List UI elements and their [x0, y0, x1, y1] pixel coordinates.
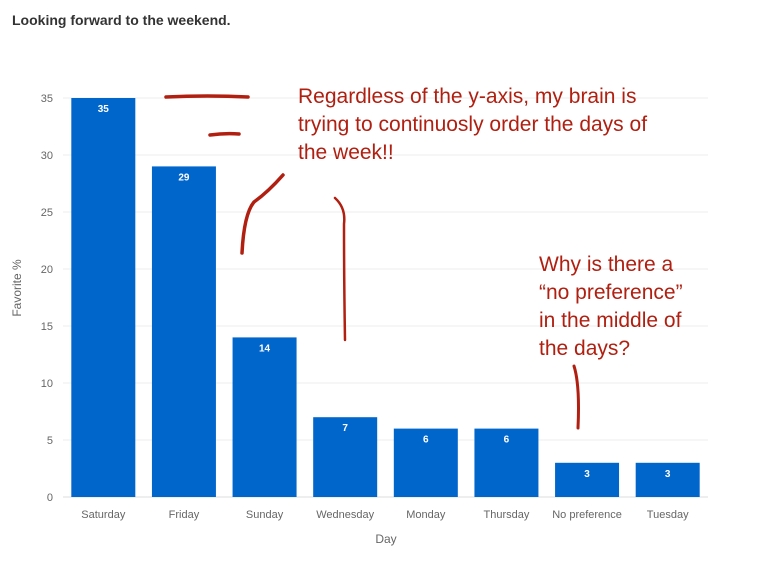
bar: [71, 98, 136, 497]
chart-title: Looking forward to the weekend.: [12, 12, 231, 28]
y-tick-label: 25: [41, 207, 53, 219]
y-axis-label: Favorite %: [10, 259, 24, 317]
annotation-note-no-preference: Why is there a “no preference” in the mi…: [539, 253, 683, 360]
bar: [635, 462, 700, 497]
annotation-strokes: [164, 94, 580, 430]
x-tick-label: Wednesday: [316, 509, 374, 521]
x-tick-label: Tuesday: [647, 509, 689, 521]
bar: [313, 417, 378, 497]
y-axis-ticks: 0 5 10 15 20 25 30 35: [41, 93, 53, 504]
x-tick-label: Sunday: [246, 509, 284, 521]
stroke-curve-wednesday: [333, 196, 347, 342]
stroke-curve-sunday: [240, 173, 285, 255]
bar-value-label: 14: [259, 343, 271, 354]
bar-value-label: 35: [98, 104, 110, 115]
y-tick-label: 5: [47, 435, 53, 447]
stroke-curve-nopref: [572, 364, 580, 430]
bar-value-label: 6: [504, 435, 510, 446]
bar-value-label: 29: [178, 172, 190, 183]
stroke-dash-1: [164, 94, 250, 99]
x-tick-label: Saturday: [81, 509, 126, 521]
stroke-dash-2: [208, 131, 241, 137]
bar-value-label: 6: [423, 435, 429, 446]
bars: 35 29 14 7 6 6 3 3: [71, 98, 700, 497]
bar-value-label: 7: [342, 423, 348, 434]
x-tick-label: Thursday: [484, 509, 530, 521]
x-tick-label: Monday: [406, 509, 446, 521]
y-tick-label: 35: [41, 93, 53, 105]
bar: [393, 428, 458, 497]
annotation-note-order: Regardless of the y-axis, my brain is tr…: [298, 85, 648, 164]
bar: [232, 337, 297, 497]
x-axis-label: Day: [375, 532, 396, 546]
x-tick-label: No preference: [552, 509, 622, 521]
bar: [555, 462, 620, 497]
y-tick-label: 10: [41, 378, 53, 390]
y-tick-label: 15: [41, 321, 53, 333]
bar: [151, 166, 216, 497]
bar-value-label: 3: [584, 469, 590, 480]
x-axis-ticks: Saturday Friday Sunday Wednesday Monday Thurs…: [81, 509, 689, 521]
y-tick-label: 20: [41, 264, 53, 276]
bar: [474, 428, 539, 497]
y-tick-label: 0: [47, 492, 53, 504]
bar-value-label: 3: [665, 469, 671, 480]
x-tick-label: Friday: [169, 509, 200, 521]
y-tick-label: 30: [41, 150, 53, 162]
